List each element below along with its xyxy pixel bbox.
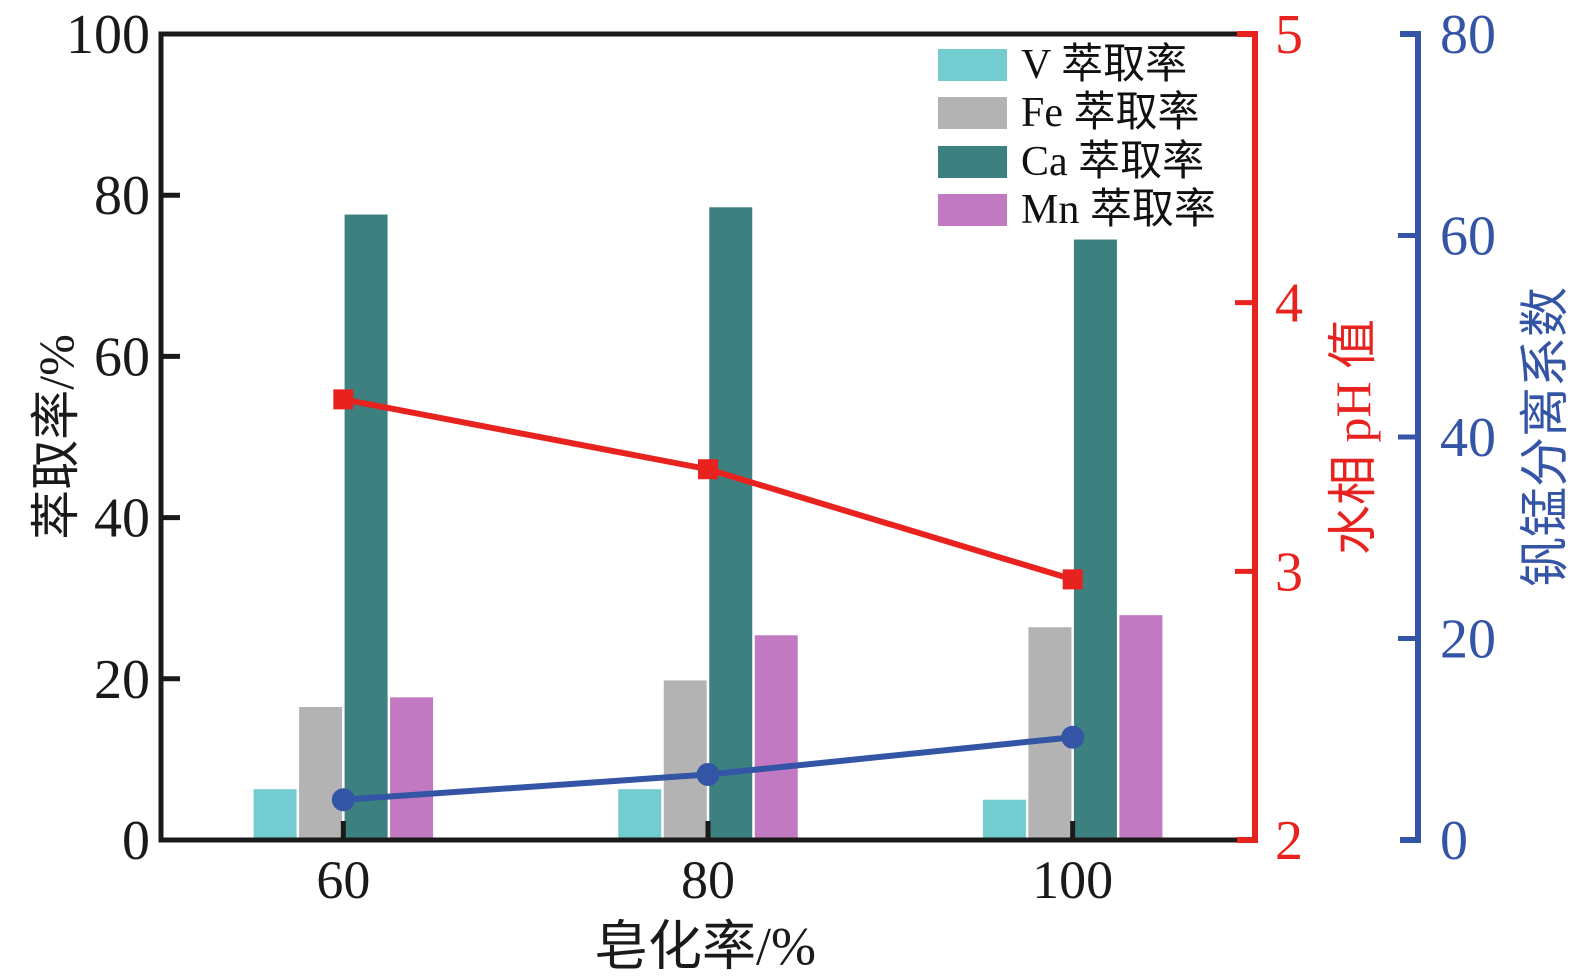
- marker-square-ph: [333, 389, 354, 410]
- ph-axis-tick-label: 3: [1275, 541, 1303, 603]
- beta-axis-tick-label: 0: [1440, 810, 1468, 872]
- legend-label: Ca 萃取率: [1021, 138, 1205, 185]
- line-ph: [342, 396, 1074, 583]
- beta-axis-tick-label: 80: [1440, 4, 1496, 66]
- bar-fe-60: [299, 707, 343, 840]
- left-axis-tick-label: 40: [94, 488, 150, 550]
- legend-label: V 萃取率: [1021, 42, 1188, 88]
- legend-swatch: [938, 49, 1007, 81]
- right-axis-ph-title: 水相 pH 值: [1325, 318, 1381, 556]
- ph-axis-tick-label: 2: [1275, 810, 1303, 872]
- bar-mn-100: [1119, 615, 1163, 840]
- marker-circle-beta: [331, 788, 355, 812]
- marker-square-ph: [698, 459, 718, 480]
- x-axis-tick-label: 60: [316, 850, 370, 910]
- legend-item-mn: Mn 萃取率: [938, 187, 1216, 234]
- left-axis-tick-label: 100: [66, 4, 150, 66]
- legend-item-v: V 萃取率: [938, 42, 1216, 88]
- beta-axis-tick-label: 20: [1440, 609, 1496, 671]
- legend-swatch: [938, 145, 1007, 178]
- x-axis-title: 皂化率/%: [594, 916, 816, 977]
- left-axis-tick-label: 80: [94, 165, 150, 227]
- bar-ca-100: [1073, 239, 1117, 840]
- legend-item-ca: Ca 萃取率: [938, 138, 1216, 185]
- x-axis-tick-label: 80: [681, 850, 735, 910]
- chart-legend: V 萃取率 Fe 萃取率 Ca 萃取率 Mn 萃取率: [938, 42, 1216, 243]
- right-axis-beta-title: 钒锰分离系数: [1517, 287, 1573, 587]
- left-axis-tick-label: 60: [94, 326, 150, 388]
- x-axis-tick-label: 100: [1032, 850, 1113, 910]
- marker-circle-beta: [1061, 725, 1085, 749]
- ph-axis-spine: [1237, 31, 1258, 843]
- marker-square-ph: [1062, 569, 1083, 590]
- bar-mn-60: [390, 697, 434, 840]
- bar-v-80: [618, 789, 662, 840]
- bar-fe-80: [663, 680, 707, 840]
- bar-mn-80: [754, 635, 798, 840]
- legend-label: Fe 萃取率: [1021, 90, 1200, 137]
- left-axis-title: 萃取率/%: [28, 334, 84, 540]
- bar-ca-80: [709, 207, 753, 841]
- left-axis-tick-label: 20: [94, 649, 150, 711]
- ph-axis-tick-label: 4: [1275, 273, 1303, 335]
- bar-v-100: [982, 799, 1026, 840]
- bar-v-60: [253, 789, 297, 840]
- left-axis-tick-label: 0: [122, 810, 150, 872]
- marker-circle-beta: [696, 763, 720, 787]
- bar-ca-60: [344, 214, 388, 840]
- beta-axis-tick-label: 40: [1440, 407, 1496, 469]
- beta-axis-spine: [1400, 31, 1421, 843]
- beta-axis-tick-label: 60: [1440, 206, 1496, 268]
- legend-swatch: [938, 97, 1007, 130]
- legend-swatch: [938, 194, 1007, 227]
- legend-label: Mn 萃取率: [1021, 187, 1216, 234]
- ph-axis-tick-label: 5: [1275, 4, 1303, 66]
- legend-item-fe: Fe 萃取率: [938, 90, 1216, 137]
